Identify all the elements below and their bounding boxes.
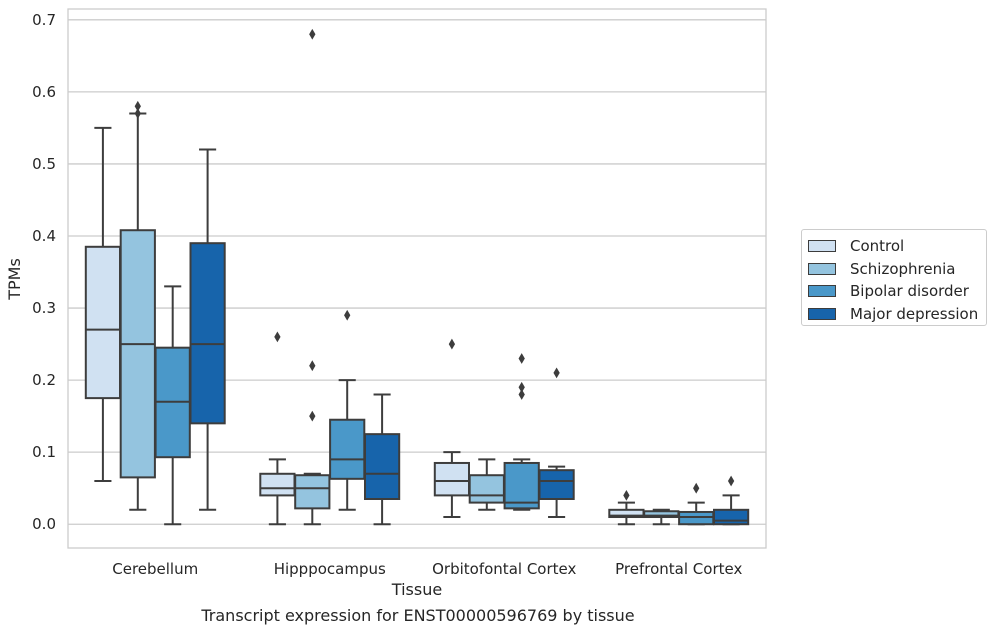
outlier-point	[274, 331, 281, 343]
y-tick-label: 0.0	[32, 515, 56, 533]
legend-item: Schizophrenia	[808, 258, 986, 281]
box	[608, 489, 645, 526]
y-axis-label: TPMs	[5, 258, 24, 301]
outlier-point	[309, 410, 316, 422]
y-tick-label: 0.3	[32, 299, 56, 317]
y-tick-labels: 0.0 0.1 0.2 0.3 0.4 0.5 0.6 0.7	[32, 11, 56, 533]
legend-label: Major depression	[850, 304, 979, 323]
box	[259, 331, 296, 526]
y-tick-label: 0.5	[32, 155, 56, 173]
box-iqr	[712, 508, 750, 526]
x-tick-label: Cerebellum	[112, 560, 198, 578]
outlier-point	[309, 360, 316, 372]
x-axis-label: Tissue	[391, 580, 442, 599]
y-tick-label: 0.7	[32, 11, 56, 29]
box-iqr	[363, 433, 401, 501]
outlier-point	[518, 381, 525, 393]
box-groups	[84, 28, 750, 526]
outlier-point	[134, 108, 141, 119]
plot-frame	[67, 8, 767, 549]
y-tick-label: 0.2	[32, 371, 56, 389]
legend-item: Major depression	[808, 303, 986, 326]
legend-item: Bipolar disorder	[808, 280, 986, 303]
outlier-point	[518, 353, 525, 364]
box	[538, 367, 575, 519]
box-iqr	[84, 245, 122, 400]
outlier-point	[553, 367, 560, 379]
box-iqr	[189, 242, 226, 425]
x-tick-labels: Cerebellum Hipppocampus Orbitofontal Corte…	[112, 560, 742, 578]
box-iqr	[433, 461, 471, 497]
box	[119, 100, 156, 511]
outlier-point	[134, 100, 141, 112]
box-iqr	[329, 418, 366, 480]
outlier-point	[309, 28, 316, 40]
legend-swatch	[808, 285, 836, 298]
box	[294, 28, 331, 526]
outlier-point	[623, 489, 630, 501]
x-tick-label: Hipppocampus	[274, 560, 386, 578]
box-iqr	[468, 474, 505, 504]
chart-caption: Transcript expression for ENST0000059676…	[201, 606, 635, 625]
outlier-point	[727, 475, 735, 487]
box-iqr	[259, 472, 296, 497]
legend-swatch	[808, 240, 836, 253]
box-iqr	[538, 469, 575, 501]
legend-label: Schizophrenia	[850, 259, 956, 278]
legend-item: Control	[808, 235, 986, 258]
outlier-point	[518, 389, 525, 400]
box-iqr	[119, 229, 156, 479]
x-tick-label: Prefrontal Cortex	[615, 560, 742, 578]
outlier-point	[693, 482, 700, 494]
outlier-point	[344, 309, 351, 321]
box	[712, 475, 750, 526]
box	[189, 148, 226, 511]
box	[503, 353, 540, 511]
outlier-point	[448, 338, 456, 350]
legend: Control Schizophrenia Bipolar disorder Majo…	[801, 229, 987, 326]
y-tick-label: 0.1	[32, 443, 56, 461]
legend-swatch	[808, 307, 836, 320]
box	[678, 482, 715, 526]
legend-label: Bipolar disorder	[850, 282, 969, 301]
box	[329, 309, 366, 511]
box	[433, 338, 471, 519]
box	[154, 285, 191, 526]
y-tick-label: 0.4	[32, 227, 56, 245]
box-iqr	[503, 461, 540, 510]
x-tick-label: Orbitofontal Cortex	[432, 560, 576, 578]
y-tick-label: 0.6	[32, 83, 56, 101]
box	[468, 458, 505, 511]
box	[643, 508, 680, 526]
box	[363, 393, 401, 526]
box	[84, 126, 122, 482]
legend-label: Control	[850, 237, 905, 256]
box-iqr	[294, 474, 331, 510]
legend-swatch	[808, 262, 836, 275]
box-iqr	[678, 510, 715, 526]
